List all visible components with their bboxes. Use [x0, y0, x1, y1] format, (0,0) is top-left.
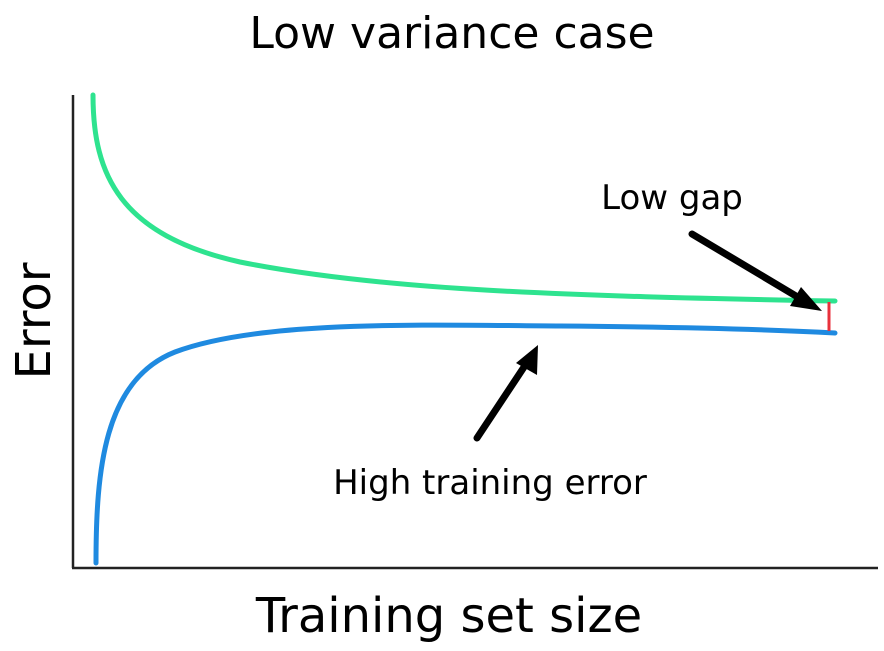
y-axis-label: Error — [6, 262, 62, 379]
training-error-arrow — [473, 345, 538, 442]
x-axis-label: Training set size — [255, 588, 642, 644]
training-curve — [93, 322, 838, 566]
validation-curve — [90, 92, 838, 304]
annotation-low-gap: Low gap — [601, 178, 743, 218]
chart-title: Low variance case — [249, 8, 654, 59]
low-gap-arrow — [688, 230, 822, 311]
annotation-high-training-error: High training error — [333, 463, 647, 503]
